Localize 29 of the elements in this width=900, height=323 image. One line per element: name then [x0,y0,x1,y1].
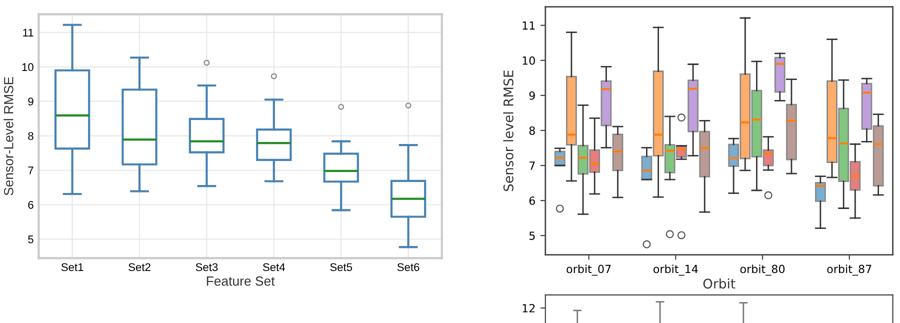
y-tick-label: 9 [28,98,34,106]
y-tick-label: 9 [529,91,535,100]
text: 12 [522,304,535,312]
x-tick-label: Set4 [262,263,286,272]
y-tick-label: 11 [522,21,535,30]
y-tick-label: 6 [529,196,535,205]
y-tick-label: 6 [28,200,34,209]
x-tick-label: Set3 [196,263,218,272]
y-tick-label: 10 [22,63,34,72]
x-tick-label: orbit_87 [827,264,872,276]
y-tick-label: 8 [529,126,535,135]
x-tick-label: orbit_80 [740,264,785,276]
x-tick-label: Set1 [61,263,84,272]
y-tick-label: 10 [522,56,535,65]
y-tick-label: 7 [28,166,34,174]
y-tick-label: 7 [530,162,535,170]
x-tick-label: Set2 [128,263,150,272]
x-tick-label: Set6 [397,263,420,272]
x-tick-label: Set5 [330,263,352,272]
y-tick-label: 5 [28,236,34,244]
x-tick-label: orbit_07 [566,264,611,276]
y-tick-label: 11 [23,28,34,36]
y-tick-label: 5 [529,232,535,240]
x-axis-title: Orbit [703,278,736,289]
x-tick-label: orbit_14 [654,264,698,276]
x-axis-title: Feature Set [206,276,275,286]
y-tick-label: 8 [28,132,34,140]
y-axis-title: Sensor-Level RMSE [4,76,14,196]
y-axis-title: Sensor level RMSE [503,70,514,192]
